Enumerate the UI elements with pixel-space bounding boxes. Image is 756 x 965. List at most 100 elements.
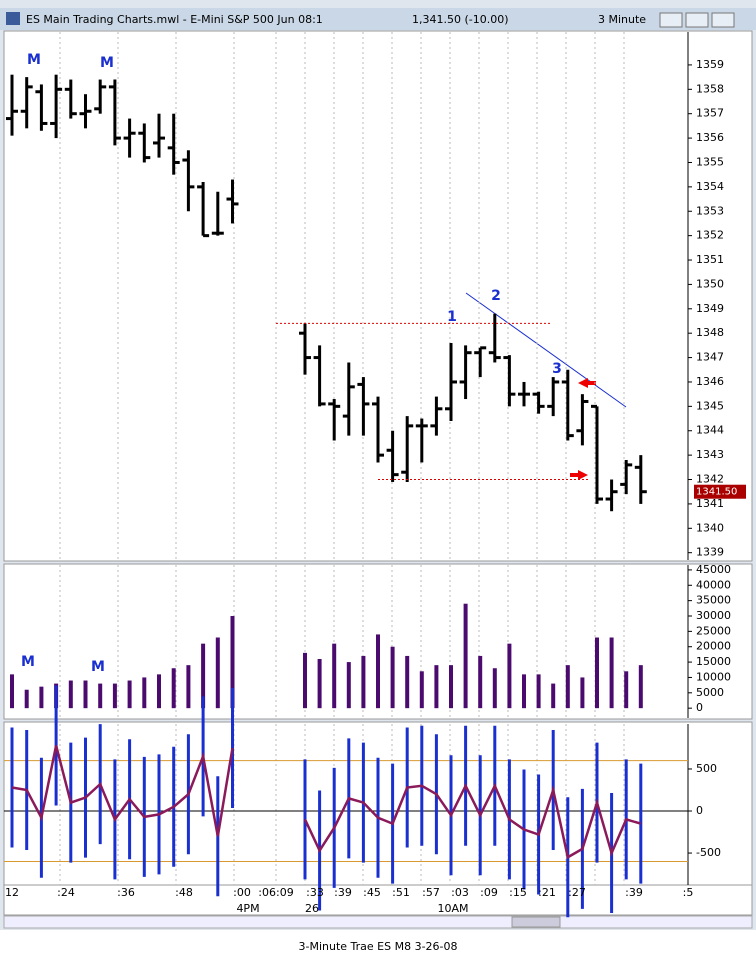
osc-line [11, 745, 234, 837]
volume-bar [346, 662, 351, 709]
app-icon [6, 12, 20, 25]
last-price-tag [694, 484, 746, 499]
volume-bar [215, 637, 220, 709]
volume-bar [449, 665, 453, 709]
x-tick-label: :57 [422, 886, 440, 899]
y-tick-label: 1349 [696, 302, 724, 315]
y-tick-label: 1344 [696, 424, 724, 437]
y-tick-label: 1355 [696, 155, 724, 168]
x-tick-label: 12 [5, 886, 19, 899]
y-tick-label: 35000 [696, 594, 731, 607]
annotation: 1 [447, 309, 457, 325]
volume-bar [68, 680, 73, 709]
x-tick-label: :00 [233, 886, 251, 899]
x-tick-label: :39 [625, 886, 643, 899]
volume-bar [492, 668, 497, 709]
y-tick-label: 1357 [696, 107, 724, 120]
volume-bar [536, 674, 541, 709]
y-tick-label: 1340 [696, 521, 724, 534]
y-tick-label: 30000 [696, 609, 731, 622]
y-tick-label: 1346 [696, 375, 724, 388]
arrow-left [578, 378, 596, 388]
annotation: 2 [491, 288, 501, 304]
volume-bar [507, 643, 512, 709]
y-tick-label: 1345 [696, 399, 724, 412]
volume-bar [10, 674, 14, 709]
y-tick-label: 1353 [696, 204, 724, 217]
window-title: ES Main Trading Charts.mwl - E-Mini S&P … [26, 13, 323, 26]
volume-bar [39, 686, 44, 709]
y-tick-label: 1343 [696, 448, 724, 461]
volume-bar [638, 665, 643, 709]
y-tick-label: 1350 [696, 277, 724, 290]
x-tick-label: :48 [175, 886, 193, 899]
x-tick-label: :5 [683, 886, 694, 899]
title-bar [0, 8, 756, 30]
y-tick-label: -500 [696, 846, 721, 859]
maximize-button[interactable] [685, 12, 709, 28]
y-tick-label: 0 [696, 804, 703, 817]
volume-bar [419, 671, 424, 709]
x-tick-label: :06:09 [258, 886, 293, 899]
y-tick-label: 10000 [696, 670, 731, 683]
annotation: M [21, 654, 35, 670]
y-tick-label: 500 [696, 762, 717, 775]
volume-bar [361, 655, 366, 709]
y-tick-label: 45000 [696, 563, 731, 576]
volume-bar [522, 674, 526, 709]
y-tick-label: 1348 [696, 326, 724, 339]
y-tick-label: 1358 [696, 82, 724, 95]
x-tick-label: :24 [57, 886, 75, 899]
annotation: 3 [552, 361, 562, 377]
volume-bar [332, 643, 337, 709]
title-price: 1,341.50 (-10.00) [412, 13, 509, 26]
volume-bar [624, 671, 629, 709]
y-tick-label: 1351 [696, 253, 724, 266]
volume-bar [142, 677, 147, 709]
x-tick-label: :03 [451, 886, 469, 899]
caption: 3-Minute Trae ES M8 3-26-08 [298, 940, 457, 953]
annotation: M [91, 659, 105, 675]
volume-bar [112, 683, 117, 709]
x-tick-label: :39 [334, 886, 352, 899]
volume-bar [390, 646, 395, 709]
volume-bar [609, 637, 614, 709]
scrollbar[interactable] [3, 915, 753, 929]
volume-bar [580, 677, 585, 709]
title-interval: 3 Minute [598, 13, 646, 26]
volume-bar [24, 689, 29, 709]
volume-bar [434, 665, 439, 709]
last-price-label: 1341.50 [696, 487, 737, 498]
volume-bar [551, 683, 556, 709]
scroll-thumb[interactable] [511, 916, 561, 928]
close-button[interactable] [711, 12, 735, 28]
x-tick-label: :09 [480, 886, 498, 899]
volume-bar [127, 680, 132, 709]
volume-bar [303, 652, 307, 709]
volume-bar [565, 665, 570, 709]
volume-bar [376, 634, 380, 709]
volume-bar [478, 655, 483, 709]
y-tick-label: 15000 [696, 655, 731, 668]
volume-bar [83, 680, 88, 709]
x-date-label: 4PM [236, 902, 259, 915]
volume-bar [230, 616, 235, 709]
y-tick-label: 1352 [696, 229, 724, 242]
time-axis [3, 884, 753, 916]
y-tick-label: 1354 [696, 180, 724, 193]
volume-bar [463, 603, 468, 709]
annotation: M [27, 52, 41, 68]
x-tick-label: :51 [392, 886, 410, 899]
y-tick-label: 0 [696, 701, 703, 714]
y-tick-label: 1341 [696, 497, 724, 510]
x-date-label: 10AM [437, 902, 468, 915]
x-tick-label: :15 [509, 886, 527, 899]
y-tick-label: 25000 [696, 624, 731, 637]
y-tick-label: 1359 [696, 58, 724, 71]
volume-bar [171, 668, 176, 709]
minimize-button[interactable] [659, 12, 683, 28]
x-tick-label: :33 [306, 886, 324, 899]
y-tick-label: 1347 [696, 351, 724, 364]
volume-bar [595, 637, 599, 709]
y-tick-label: 5000 [696, 686, 724, 699]
